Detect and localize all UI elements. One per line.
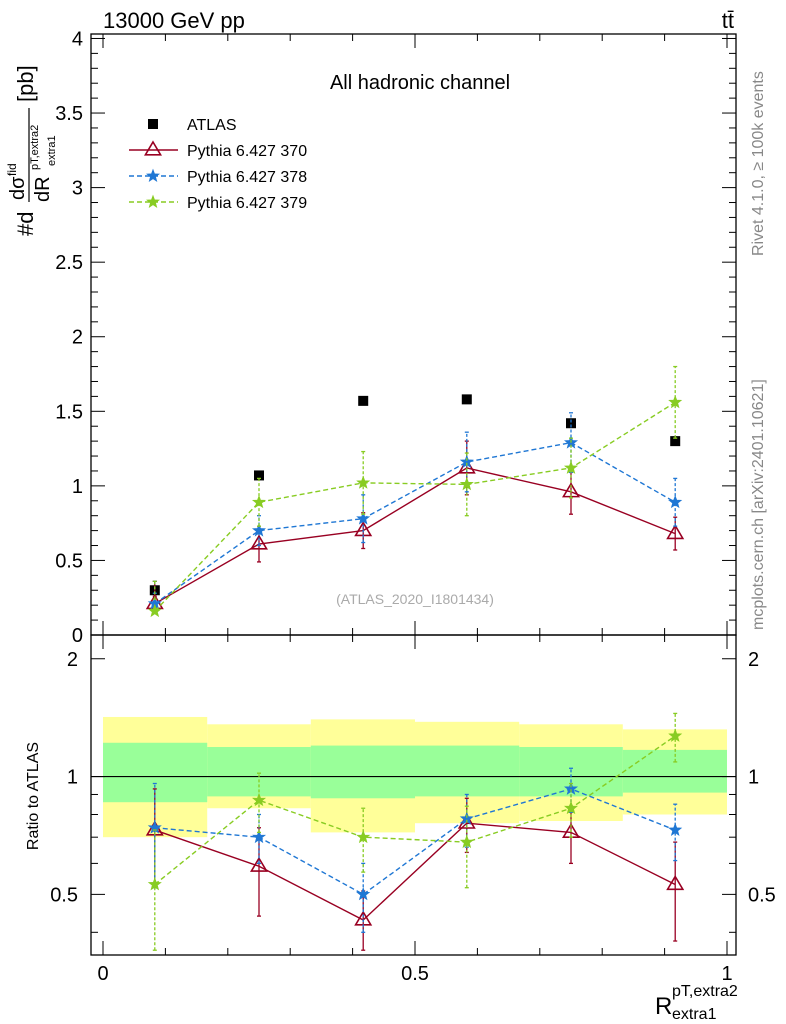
mcplots-label: mcplots.cern.ch [arXiv:2401.10621] <box>750 379 767 630</box>
series-line <box>154 467 676 605</box>
y-tick-label: 2.5 <box>55 252 83 274</box>
star-marker <box>147 603 162 618</box>
ratio-y-tick-label: 2 <box>67 649 78 671</box>
star-marker <box>668 494 683 509</box>
ratio-y-tick-label-right: 1 <box>748 767 759 789</box>
header-left-label: 13000 GeV pp <box>103 8 245 33</box>
star-marker <box>145 168 161 183</box>
star-marker <box>668 728 683 742</box>
y-tick-label: 0.5 <box>55 550 83 572</box>
legend-label: ATLAS <box>187 117 237 134</box>
inner-uncertainty-band <box>310 745 415 799</box>
inner-uncertainty-band <box>207 747 311 797</box>
y-tick-label: 3 <box>72 178 83 200</box>
y-tick-label: 1.5 <box>55 401 83 423</box>
ratio-y-tick-label-right: 0.5 <box>748 884 776 906</box>
star-marker <box>459 834 474 849</box>
x-axis-label: R pT,extra2 extra1 <box>655 983 738 1023</box>
star-marker <box>251 494 267 509</box>
square-marker <box>254 470 264 481</box>
square-marker <box>461 394 472 405</box>
xlabel-main: R <box>655 993 672 1020</box>
ratio-y-axis-label: Ratio to ATLAS <box>25 742 42 850</box>
triangle-marker <box>666 524 685 540</box>
triangle-marker <box>666 874 685 891</box>
main-y-axis-label: #d dσ fid dR pT,extra2 extra1 [pb] <box>5 65 58 236</box>
y-tick-label: 1 <box>72 476 83 498</box>
y-tick-label: 3.5 <box>55 103 83 125</box>
star-marker <box>459 477 474 491</box>
x-tick-label: 0 <box>97 963 108 985</box>
series-line <box>154 735 676 886</box>
star-marker <box>147 877 162 891</box>
star-marker <box>251 792 267 807</box>
x-tick-label: 1 <box>721 963 732 985</box>
ylabel-denominator: dR <box>32 176 54 202</box>
svg-text:#d: #d <box>13 212 38 236</box>
star-marker <box>356 887 371 901</box>
axis-ticks: 0 0.5 1 0 0.5 1 1.5 2 2.5 3 3.5 4 0.5 0.5 1 1 2 2 <box>50 28 776 985</box>
series-line <box>154 822 676 921</box>
star-marker <box>668 395 683 409</box>
series-line <box>154 401 676 612</box>
header-right-label: tt̄ <box>722 8 734 33</box>
analysis-label: (ATLAS_2020_I1801434) <box>336 591 494 607</box>
square-marker <box>566 418 576 429</box>
rivet-version-label: Rivet 4.1.0, ≥ 100k events <box>750 71 767 256</box>
ratio-y-tick-label: 0.5 <box>50 884 78 906</box>
star-marker <box>251 829 267 844</box>
star-marker <box>563 460 579 474</box>
ylabel-unit: [pb] <box>13 65 38 102</box>
triangle-marker <box>249 856 269 872</box>
uncertainty-bands <box>91 716 736 838</box>
legend-label: Pythia 6.427 370 <box>187 143 307 160</box>
star-marker <box>668 822 683 836</box>
ylabel-denominator-sup: pT,extra2 <box>29 125 41 170</box>
legend: ATLAS Pythia 6.427 370 Pythia 6.427 378 Pyt… <box>129 117 307 212</box>
series-line <box>154 441 676 605</box>
star-marker <box>356 511 371 525</box>
ylabel-numerator: dσ <box>7 176 29 200</box>
triangle-marker <box>143 140 163 156</box>
y-tick-label: 2 <box>72 327 83 349</box>
ratio-y-tick-label: 1 <box>67 767 78 789</box>
ylabel-numerator-sup: fid <box>5 163 19 176</box>
triangle-marker <box>249 534 269 550</box>
square-marker <box>670 436 681 447</box>
y-tick-label: 4 <box>72 28 83 50</box>
square-marker <box>358 395 369 406</box>
ratio-y-tick-label-right: 2 <box>748 649 759 671</box>
star-marker <box>356 475 371 489</box>
star-marker <box>251 523 267 537</box>
chart-title: All hadronic channel <box>330 72 510 94</box>
inner-uncertainty-band <box>622 749 727 793</box>
star-marker <box>356 829 371 844</box>
inner-uncertainty-band <box>415 745 520 797</box>
xlabel-sup: pT,extra2 <box>672 983 738 1000</box>
square-marker <box>148 119 158 129</box>
star-marker <box>145 194 161 209</box>
data-marks <box>145 365 685 951</box>
x-tick-label: 0.5 <box>401 963 429 985</box>
xlabel-sub: extra1 <box>672 1006 717 1023</box>
legend-label: Pythia 6.427 379 <box>187 195 307 212</box>
y-tick-label: 0 <box>72 625 83 647</box>
ratio-plot-frame <box>90 634 737 956</box>
legend-label: Pythia 6.427 378 <box>187 169 307 186</box>
star-marker <box>563 800 579 815</box>
ylabel-prefix: #d <box>13 212 38 236</box>
ylabel-denominator-sub: extra1 <box>46 135 58 166</box>
